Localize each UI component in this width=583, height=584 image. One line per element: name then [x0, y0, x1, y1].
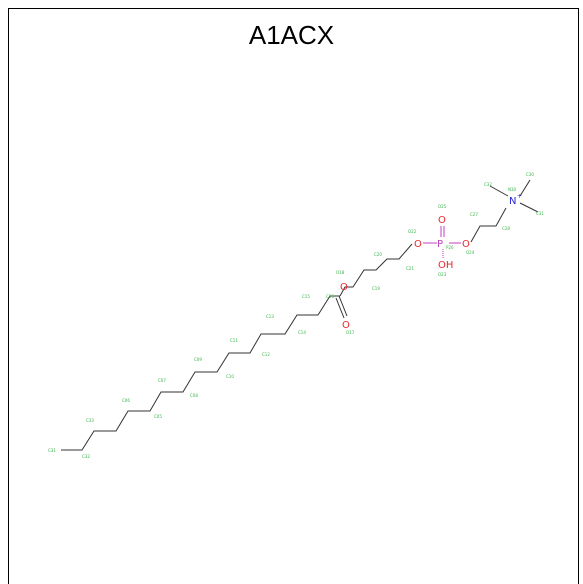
- atom-label: O25: [438, 204, 447, 209]
- phosphate-oxygen-left: O: [414, 239, 422, 250]
- diagram-frame: [8, 8, 579, 584]
- carbonyl-bond: [335, 297, 345, 319]
- nitrogen-charge: +: [517, 193, 522, 200]
- n-methyl-bond-2: [519, 179, 531, 197]
- atom-label: C05: [154, 414, 162, 419]
- atom-label: C08: [190, 393, 198, 398]
- atom-label: O22: [408, 229, 417, 234]
- atom-label: P26: [446, 245, 454, 250]
- atom-label: C16: [326, 294, 334, 299]
- atom-label: C14: [298, 330, 306, 335]
- carbonyl-bond-double: [338, 295, 348, 317]
- atom-label: C09: [194, 357, 202, 362]
- atom-label: C30: [526, 172, 534, 177]
- atom-label: C06: [122, 398, 130, 403]
- atom-label: C13: [266, 314, 274, 319]
- alkyl-chain-bonds: [61, 295, 340, 451]
- molecule-title: A1ACX: [248, 20, 335, 50]
- atom-label: N30: [508, 187, 517, 192]
- atom-label: C19: [372, 286, 380, 291]
- atom-label: C31: [48, 448, 56, 453]
- ester-oxygen: O: [340, 282, 348, 293]
- atom-label: C11: [230, 338, 238, 343]
- hydroxyl-group: OH: [438, 260, 453, 271]
- atom-label: C15: [302, 294, 310, 299]
- atom-label: C21: [406, 266, 414, 271]
- glycerol-bonds: [339, 243, 413, 297]
- atom-label: C33: [86, 418, 94, 423]
- carbonyl-oxygen: O: [342, 320, 350, 331]
- atom-label: O24: [466, 250, 475, 255]
- atom-label: C32: [82, 454, 90, 459]
- atom-label: C07: [158, 378, 166, 383]
- atom-label: C31: [536, 211, 544, 216]
- phosphate-oxygen-top: O: [438, 215, 446, 226]
- choline-bonds: [470, 207, 507, 243]
- atom-label: C10: [226, 374, 234, 379]
- phosphorus-atom: P: [437, 239, 443, 250]
- phosphate-oxygen-right: O: [462, 239, 470, 250]
- nitrogen-atom: N: [509, 196, 516, 207]
- atom-label: C20: [374, 252, 382, 257]
- n-methyl-bond-3: [519, 202, 539, 213]
- atom-label: O17: [346, 330, 355, 335]
- atom-label: C32: [484, 182, 492, 187]
- atom-label: C12: [262, 352, 270, 357]
- n-methyl-bond-1: [489, 185, 509, 197]
- atom-label: O18: [336, 270, 345, 275]
- atom-label: C28: [502, 226, 510, 231]
- atom-label: O23: [438, 272, 447, 277]
- atom-label: C27: [470, 212, 478, 217]
